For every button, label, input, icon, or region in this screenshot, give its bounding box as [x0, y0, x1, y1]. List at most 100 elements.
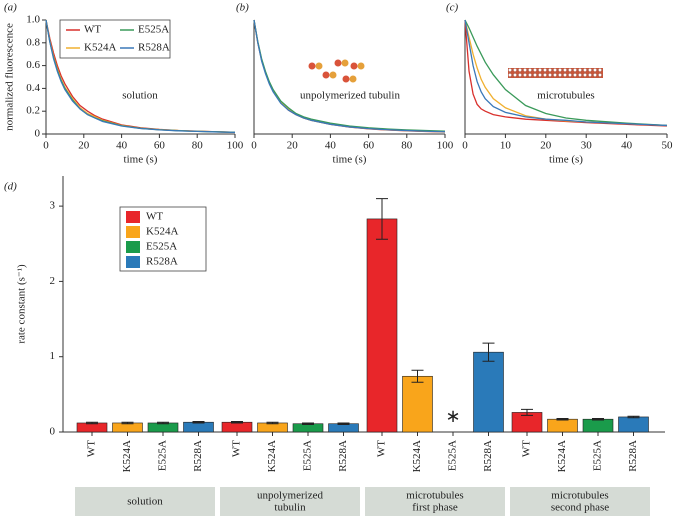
y-tick-label: 0.6 [26, 59, 40, 71]
legend-label: R528A [146, 256, 178, 268]
x-tick-label: R528A [627, 440, 639, 472]
legend-swatch [126, 211, 140, 223]
legend-label: E525A [138, 24, 169, 36]
bar [112, 422, 143, 433]
legend-label: E525A [146, 241, 177, 253]
x-tick-label: K524A [266, 440, 278, 472]
y-tick-label: 0 [50, 426, 56, 438]
x-tick-label: 0 [462, 140, 468, 152]
bar [402, 375, 433, 433]
error-bar [411, 369, 424, 383]
error-bar [627, 415, 640, 419]
x-tick-label: 40 [325, 140, 337, 152]
group-label: second phase [551, 502, 609, 514]
curve [45, 19, 236, 134]
error-bar [556, 417, 569, 421]
x-tick-label: K524A [411, 440, 423, 472]
panel-label: (a) [4, 2, 17, 14]
bar [183, 421, 214, 433]
curve [253, 19, 446, 133]
x-tick-label: 40 [116, 140, 128, 152]
x-tick-label: E525A [592, 440, 604, 471]
legend-swatch [126, 226, 140, 238]
error-bar [302, 422, 314, 425]
group-box [365, 487, 505, 516]
error-bar [86, 421, 98, 425]
curve [253, 19, 446, 133]
error-bar [337, 422, 350, 425]
x-tick-label: R528A [482, 440, 494, 472]
x-axis-label: time (s) [124, 154, 158, 166]
x-tick-label: E525A [157, 440, 169, 471]
panel-label: (b) [236, 2, 249, 14]
curve [253, 19, 446, 132]
x-tick-label: 60 [154, 140, 166, 152]
group-label: tubulin [274, 502, 306, 514]
y-tick-label: 1 [50, 350, 56, 362]
x-tick-label: WT [376, 440, 388, 457]
x-tick-label: 100 [437, 140, 454, 152]
bar [582, 418, 614, 433]
bar [547, 418, 578, 433]
bar [257, 422, 288, 433]
annotation: ∗ [445, 406, 460, 426]
x-tick-label: 20 [540, 140, 552, 152]
x-axis-label: time (s) [333, 154, 367, 166]
bar [366, 218, 398, 433]
error-bar [231, 420, 243, 424]
bar [221, 421, 253, 433]
group-label: first phase [412, 502, 458, 514]
x-tick-label: R528A [192, 440, 204, 472]
x-tick-label: 20 [78, 140, 90, 152]
error-bar [376, 198, 388, 240]
legend-label: WT [84, 24, 101, 36]
bar [147, 422, 179, 433]
curve [464, 19, 668, 127]
bar [76, 422, 108, 433]
group-label: unpolymerized [257, 490, 323, 502]
legend-box [59, 19, 171, 59]
x-tick-label: 80 [192, 140, 204, 152]
axes [253, 20, 445, 135]
bar [618, 416, 649, 433]
x-tick-label: WT [231, 440, 243, 457]
annotation: solution [122, 90, 158, 102]
legend-label: K524A [146, 226, 178, 238]
group-label: microtubules [406, 490, 463, 502]
group-box [220, 487, 360, 516]
x-tick-label: 100 [227, 140, 244, 152]
x-tick-label: 30 [581, 140, 593, 152]
x-tick-label: K524A [121, 440, 133, 472]
x-tick-label: E525A [302, 440, 314, 471]
x-tick-label: 80 [401, 140, 413, 152]
x-tick-label: 10 [500, 140, 512, 152]
error-bar [266, 421, 279, 425]
error-bar [592, 417, 604, 421]
curve [464, 19, 668, 127]
error-bar [521, 408, 533, 416]
panel-label: (d) [4, 181, 17, 193]
legend-label: K524A [84, 42, 116, 54]
x-tick-label: WT [86, 440, 98, 457]
x-tick-label: 0 [251, 140, 257, 152]
group-box [510, 487, 650, 516]
x-tick-label: 20 [287, 140, 299, 152]
microtubule-icon [508, 68, 603, 78]
x-tick-label: 60 [363, 140, 375, 152]
x-tick-label: WT [521, 440, 533, 457]
curve [253, 19, 446, 133]
x-tick-label: K524A [556, 440, 568, 472]
y-tick-label: 0.2 [26, 105, 40, 117]
x-axis-label: time (s) [549, 154, 583, 166]
group-label: microtubules [551, 490, 608, 502]
x-tick-label: E525A [447, 440, 459, 471]
y-tick-label: 3 [50, 200, 56, 212]
y-axis-label: rate constant (s⁻¹) [16, 264, 28, 344]
error-bar [482, 342, 495, 362]
x-tick-label: 50 [662, 140, 673, 152]
legend-label: WT [146, 211, 163, 223]
bar [473, 351, 504, 433]
error-bar [121, 421, 134, 425]
legend-label: R528A [138, 42, 170, 54]
